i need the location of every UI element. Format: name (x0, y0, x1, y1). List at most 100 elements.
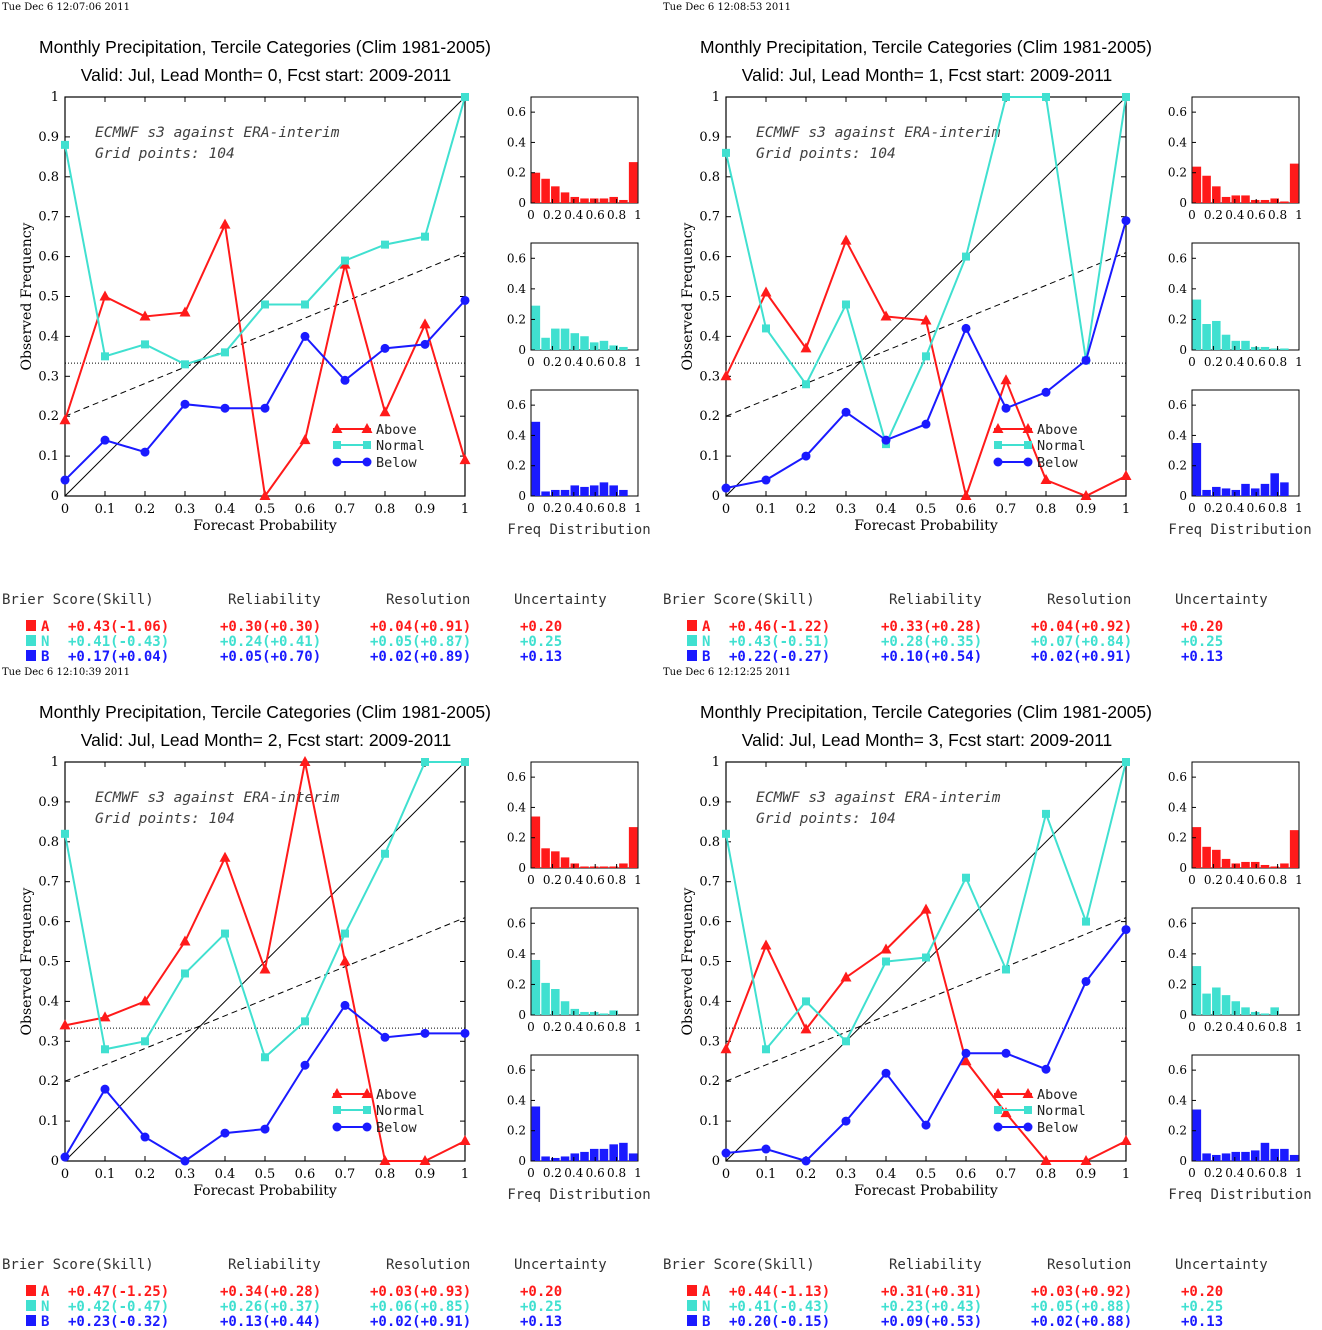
x-tick-label: 0.3 (836, 502, 857, 517)
data-point-normal (842, 300, 850, 309)
histogram-bar (1221, 334, 1231, 350)
legend-label-below: Below (376, 455, 418, 471)
data-point-below (761, 475, 771, 485)
histogram-label: Freq Distribution (1168, 1187, 1311, 1203)
histogram-y-tick-label: 0 (1179, 1154, 1187, 1168)
data-point-below (1081, 976, 1091, 986)
x-axis-label: Forecast Probability (854, 518, 998, 534)
data-point-normal (101, 352, 109, 361)
histogram-bar (1280, 348, 1289, 350)
histogram-x-tick-label: 0.2 (543, 501, 562, 515)
x-tick-label: 0.1 (95, 1167, 116, 1182)
histogram-bar (560, 1156, 570, 1161)
data-point-above (720, 370, 732, 381)
data-point-below (1121, 216, 1131, 226)
score-resolution: +0.04(+0.91) (370, 619, 471, 635)
reliability-panel-lead-0: Tue Dec 6 12:07:06 2011 Monthly Precipita… (0, 0, 661, 665)
histogram-bar (1231, 1151, 1241, 1161)
score-category: B (41, 649, 49, 665)
histogram-normal: 00.20.40.60 0.2 0.4 0.6 0.8 1 (507, 242, 642, 369)
data-point-normal (61, 140, 69, 149)
score-reliability: +0.28(+0.35) (881, 634, 982, 650)
data-point-above (379, 406, 391, 417)
histogram-bar (1192, 966, 1202, 1015)
data-point-below (721, 1148, 731, 1158)
x-tick-label: 0.9 (415, 502, 436, 517)
histogram-bar (1260, 199, 1270, 203)
histogram-bar (560, 489, 570, 496)
histogram-below: 00.20.40.60 0.2 0.4 0.6 0.8 1 (1168, 1054, 1303, 1180)
histogram-bar (531, 305, 541, 350)
histogram-frame (1191, 389, 1300, 497)
x-axis-label: Forecast Probability (193, 518, 337, 534)
legend-marker-above (361, 1088, 373, 1098)
data-point-above (139, 310, 151, 321)
histogram-x-tick-label: 0.6 (586, 208, 605, 222)
histogram-y-tick-label: 0.4 (507, 1093, 526, 1107)
histogram-y-tick-label: 0.2 (1168, 166, 1187, 180)
histogram-x-tick-label: 0.6 (1247, 355, 1266, 369)
histogram-bar (1250, 346, 1260, 350)
score-header: Reliability (889, 1257, 982, 1273)
score-uncertainty: +0.20 (1181, 619, 1223, 635)
data-point-normal (722, 148, 730, 157)
data-point-below (881, 1068, 891, 1078)
data-point-above (1040, 474, 1052, 485)
histogram-bar (1241, 483, 1250, 496)
annotation-gridpoints: Grid points: 104 (95, 146, 235, 162)
histogram-x-tick-label: 0.4 (1225, 1166, 1244, 1180)
histogram-x-tick-label: 1 (634, 1020, 642, 1034)
annotation-model: ECMWF s3 against ERA-interim (95, 125, 340, 141)
histogram-x-tick-label: 1 (1295, 355, 1303, 369)
data-point-above (760, 286, 772, 297)
data-point-normal (1002, 965, 1010, 974)
data-point-above (459, 1135, 471, 1146)
score-uncertainty: +0.13 (520, 649, 562, 665)
x-tick-label: 1 (461, 502, 469, 517)
histogram-bar (1241, 195, 1250, 203)
y-tick-label: 0.5 (699, 290, 720, 305)
data-point-above (339, 955, 351, 966)
score-brier: +0.17(+0.04) (68, 649, 169, 665)
histogram-y-tick-label: 0.6 (1168, 398, 1187, 412)
data-point-below (881, 435, 891, 445)
score-resolution: +0.02(+0.89) (370, 649, 471, 665)
y-tick-label: 1 (51, 90, 59, 105)
score-category: A (41, 1284, 50, 1300)
histogram-x-tick-label: 1 (1295, 208, 1303, 222)
histogram-x-tick-label: 1 (1295, 1166, 1303, 1180)
reliability-plot: 00 0.1 0.1 0.2 0.2 0.3 0.3 0.4 0.4 0.5 0.5 0.6 0.6 0.… (680, 755, 1132, 1199)
x-tick-label: 1 (1122, 502, 1130, 517)
histogram-x-tick-label: 0 (1188, 873, 1196, 887)
histogram-bar (1221, 196, 1231, 203)
histogram-above: 00.20.40.60 0.2 0.4 0.6 0.8 1 (1168, 761, 1303, 887)
data-point-below (60, 475, 70, 485)
histogram-x-tick-label: 0.8 (607, 208, 626, 222)
data-point-above (960, 1055, 972, 1066)
data-point-normal (1082, 917, 1090, 926)
histogram-bar (589, 866, 599, 868)
histogram-x-tick-label: 0.8 (1268, 355, 1287, 369)
x-tick-label: 0.6 (295, 1167, 316, 1182)
y-tick-label: 0.4 (699, 329, 720, 344)
x-tick-label: 0.1 (756, 502, 777, 517)
data-point-above (840, 971, 852, 982)
histogram-y-tick-label: 0.2 (1168, 459, 1187, 473)
data-point-normal (141, 340, 149, 349)
legend-label-below: Below (1037, 1120, 1079, 1136)
histogram-bar (560, 1001, 570, 1015)
data-point-above (1000, 374, 1012, 385)
histogram-x-tick-label: 0.6 (586, 355, 605, 369)
y-tick-label: 0.1 (699, 1114, 720, 1129)
data-point-above (59, 414, 71, 425)
histogram-bar (1250, 1011, 1260, 1015)
histogram-y-tick-label: 0 (518, 489, 526, 503)
histogram-bar (589, 1148, 599, 1161)
y-tick-label: 0.1 (38, 1114, 59, 1129)
histogram-y-tick-label: 0.4 (1168, 800, 1187, 814)
score-header: Uncertainty (514, 1257, 607, 1273)
x-tick-label: 0.8 (375, 502, 396, 517)
score-resolution: +0.04(+0.92) (1031, 619, 1132, 635)
